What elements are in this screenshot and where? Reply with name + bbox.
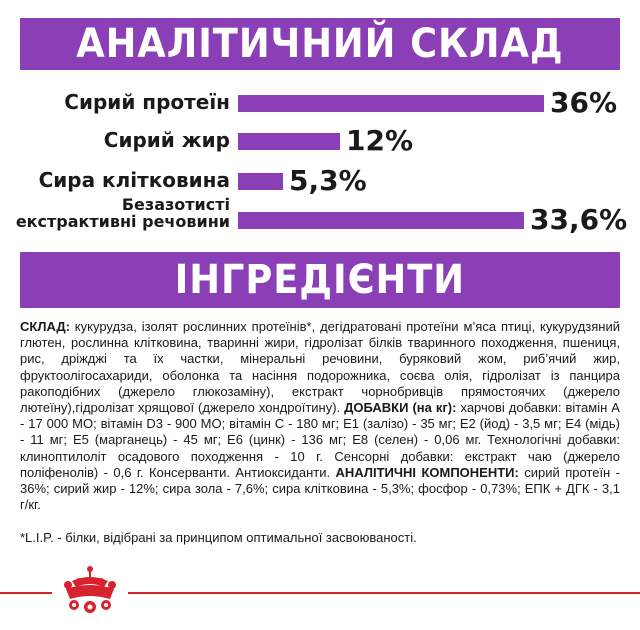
- footer-line-right: [128, 592, 640, 594]
- analysis-header-banner: АНАЛІТИЧНИЙ СКЛАД: [20, 18, 620, 70]
- additives-label: ДОБАВКИ (на кг):: [344, 400, 457, 416]
- nutrient-value: 12%: [346, 124, 414, 157]
- nutrient-value: 33,6%: [530, 203, 628, 236]
- footnote: *L.I.P. - білки, відібрані за принципом …: [20, 530, 417, 545]
- nutrient-row-protein: Сирий протеїн 36%: [20, 88, 630, 118]
- nutrient-bar: [238, 133, 340, 150]
- nutrient-row-fiber: Сира клітковина 5,3%: [20, 166, 630, 196]
- nutrient-label-line: екстрактивні речовини: [15, 212, 230, 231]
- footer-line-left: [0, 592, 52, 594]
- composition-text: СКЛАД: кукурудза, ізолят рослинних проте…: [20, 319, 620, 513]
- nutrient-bar: [238, 173, 283, 190]
- analysis-header-title: АНАЛІТИЧНИЙ СКЛАД: [76, 21, 564, 67]
- nutrient-label: Безазотисті екстрактивні речовини: [16, 196, 230, 230]
- nutrient-bar: [238, 95, 544, 112]
- analytic-components-body: сирий протеїн - 36%; сирий жир - 12%; си…: [20, 464, 620, 513]
- nutrient-label: Сирий протеїн: [64, 90, 230, 114]
- nutrient-label-line: Безазотисті: [121, 195, 230, 214]
- nutrient-row-nfe: Безазотисті екстрактивні речовини 33,6%: [16, 196, 630, 236]
- royal-canin-crown-icon: [64, 566, 116, 613]
- ingredients-header-title: ІНГРЕДІЄНТИ: [174, 257, 466, 303]
- nutrient-bar: [238, 212, 524, 229]
- nutrient-label: Сирий жир: [103, 128, 230, 152]
- nutrient-row-fat: Сирий жир 12%: [20, 126, 630, 156]
- ingredients-header-banner: ІНГРЕДІЄНТИ: [20, 252, 620, 308]
- composition-label: СКЛАД:: [20, 319, 70, 334]
- nutrient-value: 5,3%: [289, 164, 367, 197]
- additives-body: харчові добавки: вітамін А - 17 000 МО; …: [20, 400, 620, 480]
- analytic-components-label: АНАЛІТИЧНІ КОМПОНЕНТИ:: [335, 464, 519, 480]
- composition-body: кукурудза, ізолят рослинних протеїнів*, …: [20, 319, 620, 416]
- nutrient-label: Сира клітковина: [38, 168, 230, 192]
- nutrient-value: 36%: [550, 86, 618, 119]
